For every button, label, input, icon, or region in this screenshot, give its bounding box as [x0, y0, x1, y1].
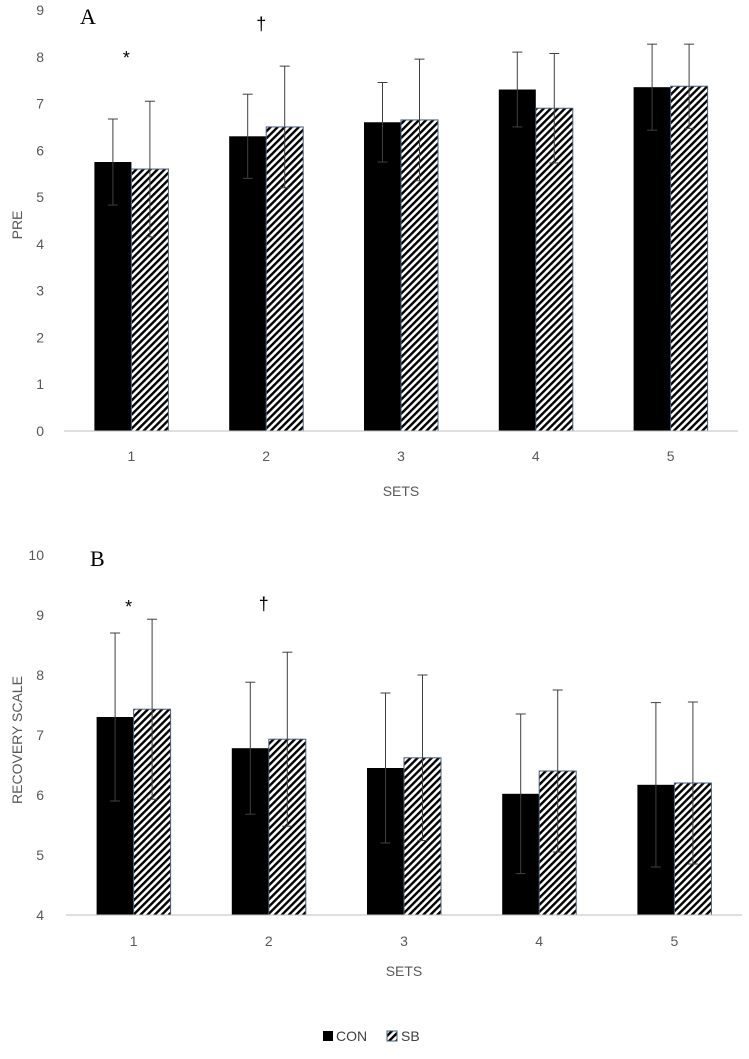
- y-axis-title-a: PRE: [9, 211, 25, 240]
- y-tick-label: 6: [36, 142, 44, 158]
- significance-mark: *: [123, 48, 130, 68]
- x-tick-label: 3: [397, 448, 405, 464]
- y-tick-label: 4: [36, 907, 44, 923]
- y-ticks-a: 0 1 2 3 4 5 6 7 8 9: [36, 2, 44, 439]
- x-tick-label: 4: [535, 933, 543, 949]
- y-tick-label: 10: [28, 547, 44, 563]
- legend: CON SB: [323, 1028, 420, 1044]
- x-tick-label: 2: [265, 933, 273, 949]
- legend-label-sb: SB: [401, 1028, 420, 1044]
- annotations-a: *†: [123, 14, 266, 68]
- x-tick-label: 5: [667, 448, 675, 464]
- x-tick-label: 1: [130, 933, 138, 949]
- bar-con: [498, 89, 536, 432]
- x-tick-label: 1: [128, 448, 136, 464]
- x-ticks-b: 1 2 3 4 5: [130, 933, 679, 949]
- bar-con: [364, 122, 401, 432]
- y-tick-label: 5: [36, 847, 44, 863]
- error-bars-b: [110, 618, 698, 875]
- y-tick-label: 0: [36, 423, 44, 439]
- y-tick-label: 2: [36, 329, 44, 345]
- legend-label-con: CON: [336, 1028, 367, 1044]
- significance-mark: †: [256, 14, 266, 34]
- x-tick-label: 4: [532, 448, 540, 464]
- y-tick-label: 5: [36, 189, 44, 205]
- x-axis-title-a: SETS: [383, 483, 420, 499]
- y-axis-title-b: RECOVERY SCALE: [9, 676, 25, 804]
- y-tick-label: 3: [36, 283, 44, 299]
- legend-swatch-con: [323, 1031, 333, 1041]
- x-tick-label: 3: [400, 933, 408, 949]
- annotations-b: * †: [125, 594, 269, 617]
- x-tick-label: 5: [671, 933, 679, 949]
- y-tick-label: 6: [36, 787, 44, 803]
- significance-mark: *: [125, 597, 132, 617]
- panel-label-b: B: [90, 546, 105, 571]
- y-tick-label: 9: [36, 607, 44, 623]
- y-ticks-b: 4 5 6 7 8 9 10: [28, 547, 44, 923]
- error-bars-a: [107, 43, 695, 238]
- y-tick-label: 1: [36, 376, 44, 392]
- x-ticks-a: 1 2 3 4 5: [128, 448, 675, 464]
- y-tick-label: 9: [36, 2, 44, 18]
- y-tick-label: 8: [36, 49, 44, 65]
- bar-sb: [670, 85, 709, 432]
- significance-mark: †: [259, 594, 269, 614]
- panel-label-a: A: [80, 4, 96, 29]
- bar-con: [229, 136, 267, 432]
- x-tick-label: 2: [262, 448, 270, 464]
- legend-swatch-sb: [386, 1030, 398, 1042]
- y-tick-label: 7: [36, 96, 44, 112]
- y-tick-label: 8: [36, 667, 44, 683]
- y-tick-label: 7: [36, 727, 44, 743]
- y-tick-label: 4: [36, 236, 44, 252]
- bar-con: [633, 87, 671, 431]
- bars-b: [96, 708, 712, 916]
- bar-con: [94, 162, 132, 431]
- bars-a: [94, 85, 709, 432]
- x-axis-title-b: SETS: [386, 963, 423, 979]
